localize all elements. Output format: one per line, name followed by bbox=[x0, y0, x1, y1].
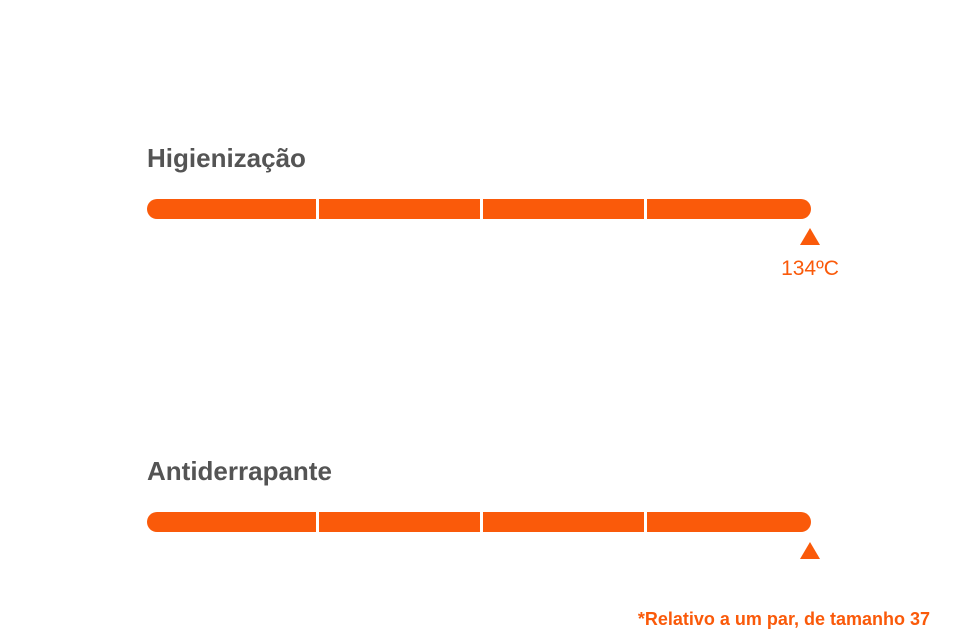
section-title: Antiderrapante bbox=[147, 456, 332, 486]
bar-divider bbox=[644, 512, 647, 532]
bar-divider bbox=[480, 199, 483, 219]
bar-divider bbox=[316, 199, 319, 219]
bar bbox=[147, 199, 811, 219]
bar-track bbox=[147, 199, 811, 219]
section-title: Higienização bbox=[147, 143, 306, 173]
bar bbox=[147, 512, 811, 532]
marker-label: 134ºC bbox=[781, 257, 839, 280]
bar-divider bbox=[480, 512, 483, 532]
bar-track bbox=[147, 512, 811, 532]
marker bbox=[800, 542, 820, 559]
bar-divider bbox=[644, 199, 647, 219]
footnote: *Relativo a um par, de tamanho 37 bbox=[638, 609, 930, 629]
marker bbox=[800, 228, 820, 245]
bar-divider bbox=[316, 512, 319, 532]
